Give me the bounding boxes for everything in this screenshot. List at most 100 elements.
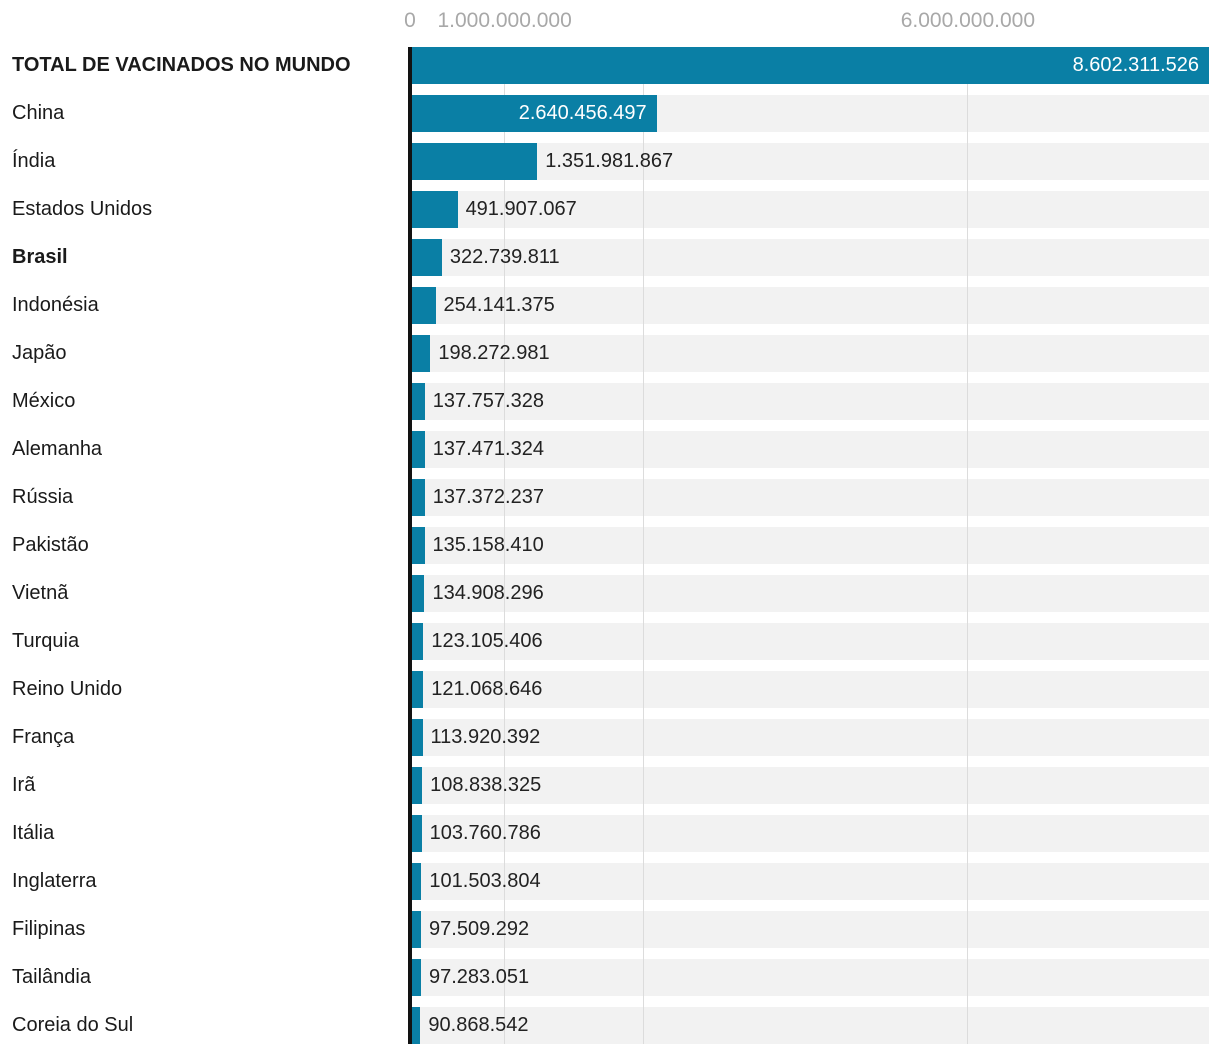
- row-label: Coreia do Sul: [12, 1014, 134, 1036]
- bar: [412, 95, 657, 132]
- bar-value-label: 137.757.328: [432, 390, 544, 412]
- row-track: [412, 239, 1209, 276]
- chart-row: Rússia 137.372.237: [0, 479, 1220, 516]
- row-track: [412, 863, 1209, 900]
- bar-value-label: 135.158.410: [432, 534, 544, 556]
- bar-value-label: 101.503.804: [429, 870, 541, 892]
- row-track: [412, 527, 1209, 564]
- chart-row: Japão 198.272.981: [0, 335, 1220, 372]
- row-track: [412, 767, 1209, 804]
- row-track: [412, 143, 1209, 180]
- bar: [412, 911, 422, 948]
- bar: [412, 767, 423, 804]
- gridline: [643, 47, 645, 1044]
- row-track: [412, 911, 1209, 948]
- row-label: Tailândia: [12, 966, 91, 988]
- row-label: França: [12, 726, 75, 748]
- bar: [412, 191, 458, 228]
- bar-value-label: 97.509.292: [429, 918, 530, 940]
- bar-value-label: 137.471.324: [432, 438, 544, 460]
- row-track: [412, 287, 1209, 324]
- bar-value-label: 8.602.311.526: [1072, 54, 1199, 76]
- chart-row: Vietnã 134.908.296: [0, 575, 1220, 612]
- row-label: Pakistão: [12, 534, 89, 556]
- row-track: [412, 575, 1209, 612]
- bar: [412, 479, 425, 516]
- chart-row: Alemanha 137.471.324: [0, 431, 1220, 468]
- row-label: Itália: [12, 822, 55, 844]
- chart-row: México 137.757.328: [0, 383, 1220, 420]
- row-label: Filipinas: [12, 918, 86, 940]
- chart-row: China 2.640.456.497: [0, 95, 1220, 132]
- row-track: [412, 431, 1209, 468]
- x-tick-label: 6.000.000.000: [900, 9, 1036, 32]
- bar: [412, 863, 422, 900]
- row-track: [412, 191, 1209, 228]
- row-label: Vietnã: [12, 582, 69, 604]
- bar: [412, 815, 422, 852]
- bar: [412, 671, 424, 708]
- bar: [412, 431, 425, 468]
- row-label: Brasil: [12, 246, 68, 268]
- row-label: Estados Unidos: [12, 198, 153, 220]
- bar: [412, 623, 424, 660]
- bar: [412, 719, 423, 756]
- row-label: Japão: [12, 342, 67, 364]
- chart-row: Turquia 123.105.406: [0, 623, 1220, 660]
- row-track: [412, 383, 1209, 420]
- row-track: [412, 719, 1209, 756]
- chart-row: França 113.920.392: [0, 719, 1220, 756]
- row-label: Alemanha: [12, 438, 103, 460]
- chart-row: Pakistão 135.158.410: [0, 527, 1220, 564]
- row-track: [412, 815, 1209, 852]
- bar: [412, 1007, 421, 1044]
- bar-value-label: 90.868.542: [428, 1014, 529, 1036]
- row-label: Rússia: [12, 486, 74, 508]
- row-track: [412, 671, 1209, 708]
- bar-value-label: 198.272.981: [438, 342, 550, 364]
- bar-value-label: 108.838.325: [430, 774, 542, 796]
- y-axis-line: [408, 47, 412, 1044]
- bar-value-label: 97.283.051: [429, 966, 530, 988]
- bar-value-label: 134.908.296: [432, 582, 544, 604]
- row-label: China: [12, 102, 65, 124]
- gridline: [504, 47, 506, 1044]
- bar: [412, 383, 425, 420]
- bar-value-label: 137.372.237: [432, 486, 544, 508]
- bar: [412, 47, 1209, 84]
- bar-value-label: 322.739.811: [449, 246, 560, 268]
- gridline: [967, 47, 969, 1044]
- chart-row: TOTAL DE VACINADOS NO MUNDO 8.602.311.526: [0, 47, 1220, 84]
- chart-row: Reino Unido 121.068.646: [0, 671, 1220, 708]
- row-label: Índia: [12, 150, 56, 172]
- bar: [412, 959, 421, 996]
- chart-row: Itália 103.760.786: [0, 815, 1220, 852]
- row-track: [412, 623, 1209, 660]
- chart-row: Coreia do Sul 90.868.542: [0, 1007, 1220, 1044]
- bar: [412, 575, 425, 612]
- bar-value-label: 123.105.406: [431, 630, 543, 652]
- bar-value-label: 103.760.786: [429, 822, 541, 844]
- bar-value-label: 1.351.981.867: [545, 150, 674, 172]
- row-label: Inglaterra: [12, 870, 97, 892]
- bar: [412, 239, 442, 276]
- chart-row: Indonésia 254.141.375: [0, 287, 1220, 324]
- row-label: Reino Unido: [12, 678, 123, 700]
- x-tick-label: 1.000.000.000: [437, 9, 572, 32]
- x-tick-label: 0: [404, 9, 416, 32]
- row-track: [412, 335, 1209, 372]
- chart-row: Índia 1.351.981.867: [0, 143, 1220, 180]
- bar-value-label: 491.907.067: [465, 198, 577, 220]
- row-label: Indonésia: [12, 294, 99, 316]
- row-label: TOTAL DE VACINADOS NO MUNDO: [12, 54, 351, 76]
- chart-row: Estados Unidos 491.907.067: [0, 191, 1220, 228]
- row-track: [412, 959, 1209, 996]
- chart-row: Irã 108.838.325: [0, 767, 1220, 804]
- chart-row: Filipinas 97.509.292: [0, 911, 1220, 948]
- row-track: [412, 479, 1209, 516]
- bar-value-label: 2.640.456.497: [518, 102, 647, 124]
- bar: [412, 527, 425, 564]
- row-label: Turquia: [12, 630, 80, 652]
- row-label: México: [12, 390, 76, 412]
- bar-value-label: 121.068.646: [431, 678, 543, 700]
